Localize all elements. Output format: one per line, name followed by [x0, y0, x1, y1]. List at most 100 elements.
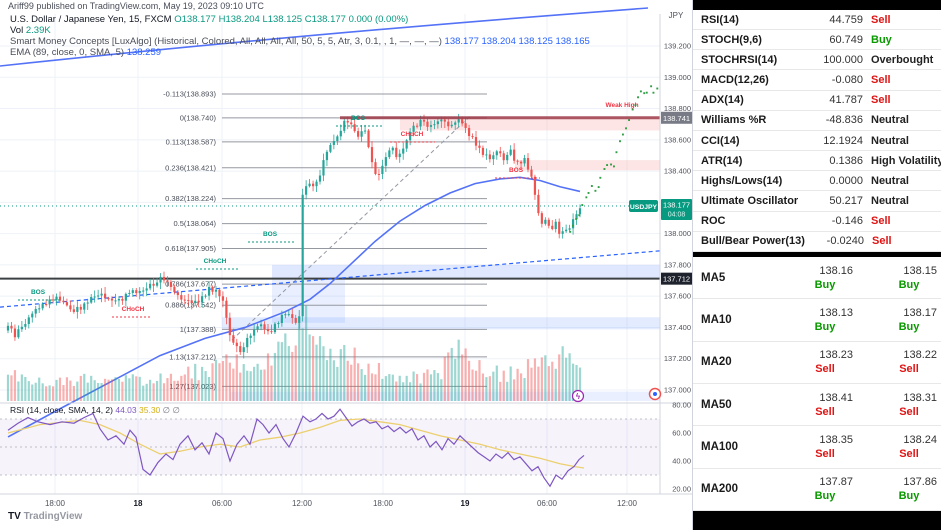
indicator-row-williams[interactable]: Williams %R -48.836 Neutral	[693, 111, 941, 131]
svg-text:138.000: 138.000	[664, 229, 691, 238]
indicator-row-rsi[interactable]: RSI(14) 44.759 Sell	[693, 10, 941, 31]
price-chart-canvas[interactable]: -0.113(138.893) 0(138.740) 0.113(138.587) 0…	[0, 0, 692, 530]
ma-exp-cell: 138.17 Buy	[853, 307, 937, 333]
svg-text:137.712: 137.712	[663, 275, 690, 284]
svg-text:1.27(137.023): 1.27(137.023)	[169, 382, 216, 391]
svg-text:137.800: 137.800	[664, 260, 691, 269]
indicator-row-adx[interactable]: ADX(14) 41.787 Sell	[693, 91, 941, 111]
ma-name: MA20	[701, 356, 732, 369]
svg-text:138.400: 138.400	[664, 167, 691, 176]
oscillator-table: RSI(14) 44.759 Sell STOCH(9,6) 60.749 Buy ST…	[693, 10, 941, 252]
volume-value: 2.39K	[25, 25, 51, 36]
indicator-row-ultimate-oscillator[interactable]: Ultimate Oscillator 50.217 Neutral	[693, 191, 941, 212]
ma-simple-cell: 138.13 Buy	[769, 307, 853, 333]
ma-name: MA5	[701, 271, 726, 284]
svg-text:JPY: JPY	[669, 11, 684, 20]
indicator-name: Highs/Lows(14)	[701, 174, 783, 187]
svg-text:06:00: 06:00	[537, 499, 558, 508]
ohlc-change: 0.000 (0.00%)	[348, 14, 409, 25]
indicator-row-stoch[interactable]: STOCH(9,6) 60.749 Buy	[693, 30, 941, 51]
ma-name: MA200	[701, 483, 739, 496]
ma-simple-cell: 138.16 Buy	[769, 265, 853, 291]
ma-row-ma50[interactable]: MA50 138.41 Sell 138.31 Sell	[693, 384, 941, 427]
ma-value: 138.23	[819, 349, 853, 362]
symbol-legend[interactable]: U.S. Dollar / Japanese Yen, 15, FXCM O13…	[10, 14, 408, 25]
svg-text:138.741: 138.741	[663, 114, 690, 123]
ma-row-ma200[interactable]: MA200 137.87 Buy 137.86 Buy	[693, 469, 941, 511]
svg-text:04:08: 04:08	[668, 211, 686, 218]
svg-text:BOS: BOS	[509, 167, 524, 174]
moving-averages-table: MA5 138.16 Buy 138.15 Buy MA10 138.13 Buy 138.1…	[693, 257, 941, 511]
ema-title: EMA (89, close, 0, SMA, 5)	[10, 47, 125, 58]
indicator-row-bullbear[interactable]: Bull/Bear Power(13) -0.0240 Sell	[693, 232, 941, 252]
svg-text:0.236(138.421): 0.236(138.421)	[165, 163, 216, 172]
indicator-value: -0.0240	[826, 235, 864, 248]
ma-value: 138.17	[903, 306, 937, 319]
ma-value: 138.31	[903, 391, 937, 404]
indicator-signal: Neutral	[871, 194, 909, 207]
indicator-signal: Sell	[871, 215, 891, 228]
svg-text:CHoCH: CHoCH	[204, 258, 227, 265]
svg-text:60.00: 60.00	[672, 429, 691, 438]
ma-row-ma100[interactable]: MA100 138.35 Sell 138.24 Sell	[693, 426, 941, 469]
ma-signal: Sell	[815, 363, 835, 376]
svg-text:1(137.388): 1(137.388)	[180, 325, 217, 334]
panel-bottom-bar	[693, 510, 941, 530]
ma-value: 138.35	[819, 433, 853, 446]
indicator-signal: Sell	[871, 94, 891, 107]
svg-text:CHoCH: CHoCH	[401, 131, 424, 138]
indicator-row-stochrsi[interactable]: STOCHRSI(14) 100.000 Overbought	[693, 50, 941, 71]
indicator-value: 44.759	[829, 13, 863, 26]
ma-row-ma20[interactable]: MA20 138.23 Sell 138.22 Sell	[693, 342, 941, 384]
ema-indicator-legend[interactable]: EMA (89, close, 0, SMA, 5) 138.259	[10, 47, 161, 58]
ma-row-ma10[interactable]: MA10 138.13 Buy 138.17 Buy	[693, 299, 941, 342]
indicator-signal: Buy	[871, 33, 892, 46]
rsi-extra-values: ∅ ∅	[162, 405, 180, 415]
ma-value: 138.41	[819, 391, 853, 404]
indicator-row-macd[interactable]: MACD(12,26) -0.080 Sell	[693, 70, 941, 91]
panel-divider	[693, 251, 941, 257]
indicator-value: -0.146	[831, 215, 863, 228]
ma-value: 138.22	[903, 349, 937, 362]
indicator-row-atr[interactable]: ATR(14) 0.1386 High Volatility	[693, 151, 941, 172]
svg-text:06:00: 06:00	[212, 499, 233, 508]
indicator-name: Williams %R	[701, 114, 767, 127]
ma-value: 138.13	[819, 306, 853, 319]
svg-text:1.13(137.212): 1.13(137.212)	[169, 352, 216, 361]
indicator-signal: Overbought	[871, 53, 934, 66]
rsi-pane-legend[interactable]: RSI (14, close, SMA, 14, 2) 44.03 35.30 …	[10, 405, 180, 416]
indicator-row-roc[interactable]: ROC -0.146 Sell	[693, 212, 941, 232]
svg-text:18:00: 18:00	[373, 499, 394, 508]
ma-signal: Buy	[898, 490, 920, 503]
ma-signal: Buy	[898, 278, 920, 291]
indicator-name: Bull/Bear Power(13)	[701, 235, 805, 248]
indicator-name: ATR(14)	[701, 154, 743, 167]
indicator-signal: Sell	[871, 13, 891, 26]
smc-indicator-legend[interactable]: Smart Money Concepts [LuxAlgo] (Historic…	[10, 36, 590, 47]
indicator-row-cci[interactable]: CCI(14) 12.1924 Neutral	[693, 131, 941, 152]
volume-legend[interactable]: Vol 2.39K	[10, 25, 51, 36]
ma-signal: Sell	[899, 447, 919, 460]
ma-simple-cell: 138.35 Sell	[769, 434, 853, 460]
ohlc-close: C138.177	[304, 14, 346, 25]
svg-text:12:00: 12:00	[617, 499, 638, 508]
svg-text:0.786(137.677): 0.786(137.677)	[165, 280, 216, 289]
indicator-row-highslows[interactable]: Highs/Lows(14) 0.0000 Neutral	[693, 171, 941, 192]
svg-text:137.400: 137.400	[664, 323, 691, 332]
svg-text:0(138.740): 0(138.740)	[180, 113, 217, 122]
tradingview-logo[interactable]: TV TradingView	[8, 511, 82, 522]
ma-signal: Sell	[899, 363, 919, 376]
svg-text:0.113(138.587): 0.113(138.587)	[166, 137, 217, 146]
ma-value: 137.87	[819, 476, 853, 489]
rsi-ma-value: 35.30	[139, 405, 161, 415]
svg-text:18: 18	[134, 499, 143, 508]
svg-text:ϟ: ϟ	[576, 392, 581, 401]
ma-signal: Sell	[899, 405, 919, 418]
svg-text:139.200: 139.200	[664, 42, 691, 51]
ma-exp-cell: 138.15 Buy	[853, 265, 937, 291]
ma-name: MA100	[701, 440, 739, 453]
ma-row-ma5[interactable]: MA5 138.16 Buy 138.15 Buy	[693, 257, 941, 300]
indicator-name: CCI(14)	[701, 134, 740, 147]
indicator-signal: Neutral	[871, 134, 909, 147]
